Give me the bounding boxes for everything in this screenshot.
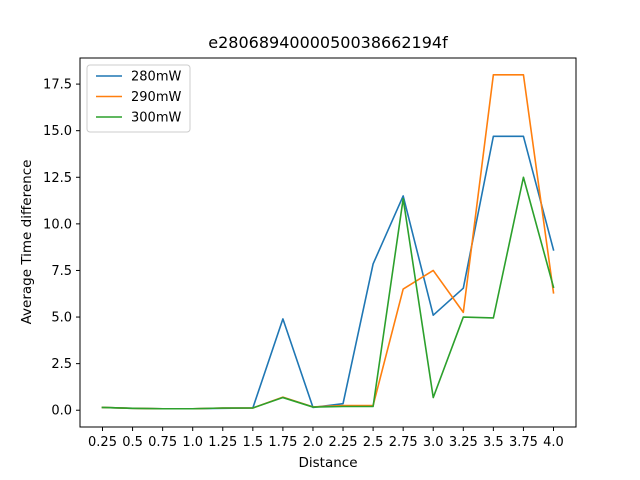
x-axis-title: Distance bbox=[298, 455, 357, 471]
x-tick-label: 2.25 bbox=[329, 435, 358, 450]
legend-box bbox=[86, 64, 191, 133]
series-line-300mW bbox=[101, 176, 555, 410]
y-tick-label: 2.5 bbox=[51, 357, 72, 372]
x-tick-label: 2.75 bbox=[389, 435, 418, 450]
series-line-280mW bbox=[101, 135, 555, 410]
plot-frame bbox=[79, 57, 577, 428]
x-tick-label: 0.75 bbox=[148, 435, 177, 450]
legend-label-290mW: 290mW bbox=[131, 90, 181, 105]
x-tick-label: 4.0 bbox=[543, 435, 564, 450]
x-tick-label: 3.0 bbox=[423, 435, 444, 450]
plot-lines bbox=[101, 73, 555, 410]
x-tick-label: 1.5 bbox=[242, 435, 263, 450]
x-tick-label: 0.5 bbox=[122, 435, 143, 450]
x-axis: 0.25 0.5 0.75 1.0 1.25 1.5 1.75 2.0 2.25 2.5 2.75 3… bbox=[88, 427, 564, 450]
x-tick-label: 3.5 bbox=[483, 435, 504, 450]
y-tick-label: 17.5 bbox=[43, 78, 72, 93]
legend-label-300mW: 300mW bbox=[131, 111, 181, 126]
y-tick-label: 5.0 bbox=[51, 311, 72, 326]
y-tick-label: 15.0 bbox=[43, 124, 72, 139]
legend-label-280mW: 280mW bbox=[131, 70, 181, 85]
y-tick-label: 7.5 bbox=[51, 264, 72, 279]
y-axis: 0.0 2.5 5.0 7.5 10.0 12.5 15.0 17.5 bbox=[43, 78, 80, 419]
chart-title: e2806894000050038662194f bbox=[208, 33, 448, 52]
y-axis-title: Average Time difference bbox=[19, 160, 35, 325]
x-tick-label: 2.0 bbox=[303, 435, 324, 450]
legend: 280mW 290mW 300mW bbox=[86, 64, 191, 133]
y-tick-label: 12.5 bbox=[43, 171, 72, 186]
x-tick-label: 3.75 bbox=[509, 435, 538, 450]
x-tick-label: 1.75 bbox=[268, 435, 297, 450]
y-tick-label: 10.0 bbox=[43, 217, 72, 232]
y-tick-label: 0.0 bbox=[51, 404, 72, 419]
x-tick-label: 2.5 bbox=[363, 435, 384, 450]
x-tick-label: 1.25 bbox=[208, 435, 237, 450]
x-tick-label: 1.0 bbox=[182, 435, 203, 450]
x-tick-label: 0.25 bbox=[88, 435, 117, 450]
x-tick-label: 3.25 bbox=[449, 435, 478, 450]
